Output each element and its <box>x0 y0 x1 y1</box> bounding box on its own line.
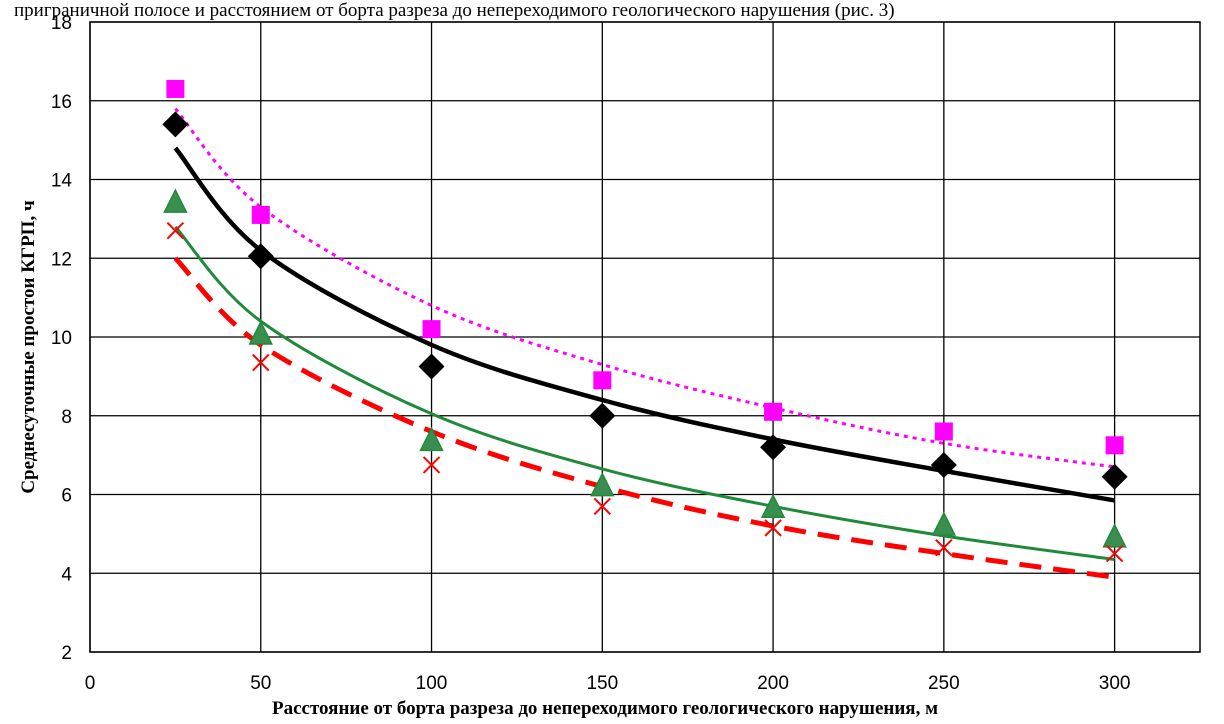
square-marker <box>934 422 953 441</box>
diamond-marker <box>1101 463 1128 490</box>
green-trend-line <box>174 225 1115 561</box>
y-tick-label: 8 <box>61 407 72 428</box>
y-axis-title: Среднесуточные простои КГРП, ч <box>18 200 39 494</box>
x-tick-label: 250 <box>928 673 960 694</box>
diamond-marker <box>760 434 787 461</box>
x-marker <box>166 221 185 240</box>
triangle-marker <box>1102 523 1127 548</box>
x-axis-title: Расстояние от борта разреза до непереход… <box>272 698 938 719</box>
y-tick-label: 4 <box>61 564 72 585</box>
x-marker <box>1105 544 1124 563</box>
square-marker <box>764 402 783 421</box>
y-tick-label: 12 <box>51 249 72 270</box>
y-tick-label: 2 <box>61 643 72 664</box>
black-trend-line <box>173 146 1116 503</box>
square-marker <box>593 371 612 390</box>
x-tick-label: 150 <box>586 673 618 694</box>
data-markers <box>162 79 1128 563</box>
square-marker <box>422 320 441 339</box>
triangle-marker <box>760 493 786 519</box>
square-marker <box>1105 436 1124 455</box>
y-tick-label: 10 <box>51 328 72 349</box>
y-tick-labels: 2 4 6 8 10 12 14 16 18 <box>51 13 73 664</box>
x-marker <box>935 538 953 557</box>
triangle-marker <box>163 188 188 213</box>
x-tick-label: 300 <box>1099 673 1131 694</box>
y-tick-label: 16 <box>51 92 72 113</box>
x-marker <box>252 353 270 372</box>
header-text-fragment: приграничной полосе и расстоянием от бор… <box>14 0 895 21</box>
y-tick-label: 18 <box>51 13 72 34</box>
diamond-marker <box>930 451 957 478</box>
x-marker <box>593 497 612 516</box>
x-tick-label: 50 <box>250 673 271 694</box>
square-marker <box>166 79 185 98</box>
x-tick-label: 100 <box>416 673 448 694</box>
x-marker <box>422 456 441 474</box>
square-marker <box>251 205 270 224</box>
x-tick-label: 200 <box>757 673 789 694</box>
x-tick-labels: 0 50 100 150 200 250 300 <box>85 673 1131 694</box>
y-tick-label: 6 <box>61 486 72 507</box>
triangle-marker <box>419 426 444 452</box>
red-trend-line <box>173 256 1115 580</box>
diamond-marker <box>589 402 616 429</box>
y-tick-label: 14 <box>51 171 73 192</box>
diamond-marker <box>247 243 274 270</box>
x-tick-label: 0 <box>85 673 96 694</box>
diamond-marker <box>162 111 189 138</box>
triangle-marker <box>931 511 957 536</box>
triangle-marker <box>590 471 615 497</box>
x-marker <box>764 519 782 537</box>
plot-area-frame <box>89 21 1201 653</box>
triangle-marker <box>248 320 273 345</box>
diamond-marker <box>418 353 445 380</box>
